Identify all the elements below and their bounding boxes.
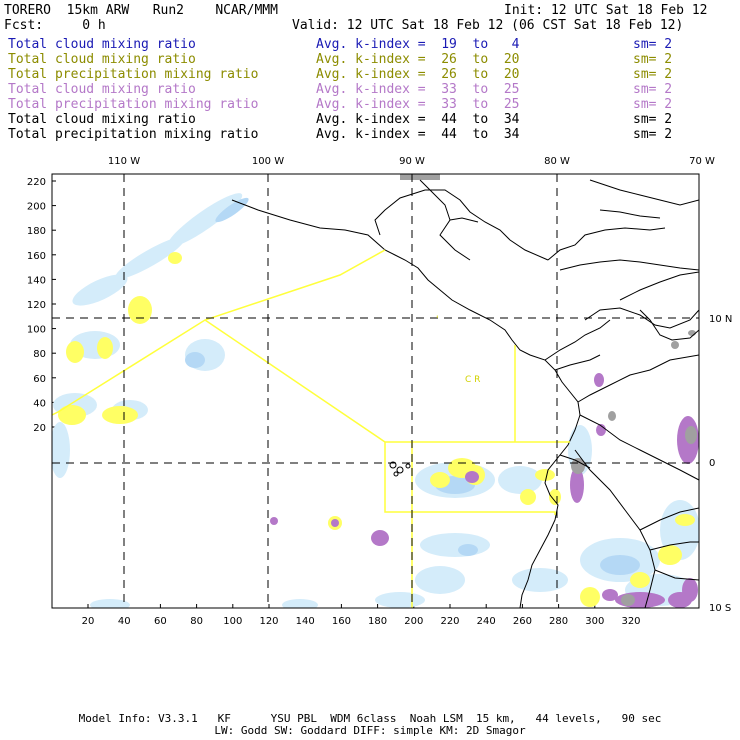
coastlines (231, 179, 699, 608)
cloud-field-light (52, 193, 699, 608)
x-axis-ticks: 20 40 60 80 100 120 140 160 180 200 220 240 260 280 30… (82, 604, 641, 627)
legend-k-index: Avg. k-index = 33 to 25 (316, 82, 520, 97)
legend-field-name: Total precipitation mixing ratio (8, 67, 259, 82)
legend-field-name: Total cloud mixing ratio (8, 52, 196, 67)
x-tick-label: 300 (585, 616, 604, 627)
x-tick-label: 320 (621, 616, 640, 627)
y-tick-label: 200 (27, 202, 46, 213)
lon-label-90w: 90 W (399, 156, 425, 167)
legend-row: Total cloud mixing ratio Avg. k-index = 3… (0, 82, 740, 97)
lon-label-80w: 80 W (544, 156, 570, 167)
legend-row: Total cloud mixing ratio Avg. k-index = 1… (0, 37, 740, 52)
legend-field-name: Total cloud mixing ratio (8, 82, 196, 97)
y-tick-label: 180 (27, 226, 46, 237)
yellow-precip-field (58, 252, 695, 607)
x-tick-label: 260 (513, 616, 532, 627)
x-tick-label: 160 (332, 616, 351, 627)
legend-smoothing: sm= 2 (633, 97, 673, 112)
legend-smoothing: sm= 2 (633, 82, 673, 97)
legend-smoothing: sm= 2 (633, 67, 673, 82)
lat-label-10n: 10 N (709, 314, 732, 325)
cloud-field-mid (185, 197, 640, 575)
model-title: TORERO 15km ARW Run2 NCAR/MMM (4, 3, 278, 18)
legend-k-index: Avg. k-index = 19 to 4 (316, 37, 520, 52)
x-tick-label: 240 (477, 616, 496, 627)
marker-tick: ' (436, 315, 438, 325)
legend-field-name: Total precipitation mixing ratio (8, 127, 259, 142)
x-tick-label: 40 (118, 616, 131, 627)
x-tick-label: 280 (549, 616, 568, 627)
x-tick-label: 100 (223, 616, 242, 627)
model-info-line2: LW: Godd SW: Goddard DIFF: simple KM: 2D… (214, 724, 526, 737)
lat-label-0: 0 (709, 458, 715, 469)
x-tick-label: 80 (190, 616, 203, 627)
model-info-line1: Model Info: V3.3.1 KF YSU PBL WDM 6class… (78, 712, 662, 725)
lon-label-100w: 100 W (252, 156, 284, 167)
x-tick-label: 120 (259, 616, 278, 627)
x-tick-label: 200 (404, 616, 423, 627)
x-tick-label: 140 (296, 616, 315, 627)
legend-smoothing: sm= 2 (633, 52, 673, 67)
valid-time: Valid: 12 UTC Sat 18 Feb 12 (06 CST Sat … (292, 18, 684, 33)
legend-smoothing: sm= 2 (633, 112, 673, 127)
lon-label-70w: 70 W (689, 156, 715, 167)
y-tick-label: 80 (33, 349, 46, 360)
y-tick-label: 140 (27, 275, 46, 286)
graticule (52, 174, 699, 608)
y-tick-label: 40 (33, 398, 46, 409)
legend-k-index: Avg. k-index = 33 to 25 (316, 97, 520, 112)
y-tick-label: 20 (33, 423, 46, 434)
legend-k-index: Avg. k-index = 26 to 20 (316, 67, 520, 82)
region-label: C R (465, 375, 480, 385)
y-tick-label: 220 (27, 177, 46, 188)
legend-row: Total cloud mixing ratio Avg. k-index = 2… (0, 52, 740, 67)
gray-precip-field (400, 174, 697, 606)
legend-field-name: Total cloud mixing ratio (8, 37, 196, 52)
legend-smoothing: sm= 2 (633, 37, 673, 52)
y-tick-label: 60 (33, 374, 46, 385)
x-tick-label: 60 (154, 616, 167, 627)
galapagos-islands (389, 461, 411, 477)
map-plot: 110 W 100 W 90 W 80 W 70 W 10 N 0 10 S 2… (27, 156, 732, 627)
lon-label-110w: 110 W (108, 156, 140, 167)
legend-row: Total precipitation mixing ratio Avg. k-i… (0, 67, 740, 82)
legend-row: Total cloud mixing ratio Avg. k-index = 4… (0, 112, 740, 127)
legend-k-index: Avg. k-index = 26 to 20 (316, 52, 520, 67)
legend-k-index: Avg. k-index = 44 to 34 (316, 112, 520, 127)
legend-k-index: Avg. k-index = 44 to 34 (316, 127, 520, 142)
x-tick-label: 220 (440, 616, 459, 627)
forecast-hour: Fcst: 0 h (4, 18, 106, 33)
legend-field-name: Total cloud mixing ratio (8, 112, 196, 127)
plot-frame (51, 173, 700, 609)
init-time: Init: 12 UTC Sat 18 Feb 12 (504, 3, 708, 18)
legend-row: Total precipitation mixing ratio Avg. k-i… (0, 127, 740, 142)
field-layer (52, 174, 699, 608)
y-axis-ticks: 220 200 180 160 140 120 100 80 60 40 20 (27, 177, 56, 434)
y-tick-label: 120 (27, 300, 46, 311)
y-tick-label: 100 (27, 325, 46, 336)
x-tick-label: 180 (368, 616, 387, 627)
legend-field-name: Total precipitation mixing ratio (8, 97, 259, 112)
legend-row: Total precipitation mixing ratio Avg. k-i… (0, 97, 740, 112)
y-tick-label: 160 (27, 251, 46, 262)
legend-smoothing: sm= 2 (633, 127, 673, 142)
lat-label-10s: 10 S (709, 603, 731, 614)
x-tick-label: 20 (82, 616, 95, 627)
